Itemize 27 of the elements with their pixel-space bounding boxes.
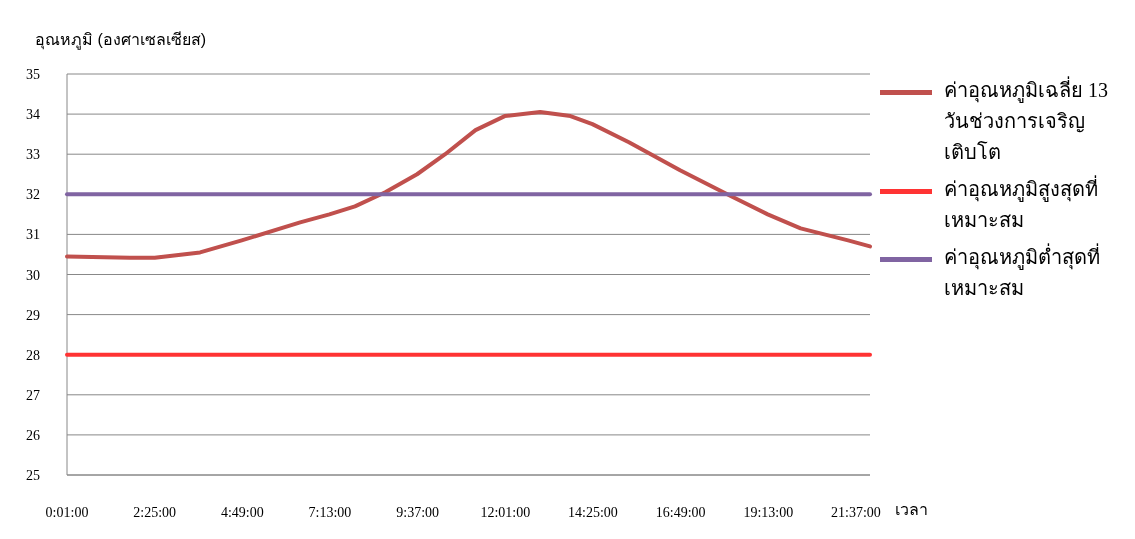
y-tick-label: 29 (26, 307, 40, 323)
x-axis-title: เวลา (895, 501, 928, 518)
x-tick-label: 7:13:00 (308, 505, 352, 520)
x-tick-label: 19:13:00 (743, 505, 794, 520)
x-tick-label: 14:25:00 (568, 505, 618, 520)
x-tick-label: 21:37:00 (831, 505, 881, 520)
y-axis-title: อุณหภูมิ (องศาเซลเซียส) (35, 31, 207, 50)
y-tick-label: 28 (26, 347, 40, 363)
y-tick-label: 31 (26, 227, 40, 243)
x-tick-label: 0:01:00 (45, 505, 89, 520)
x-tick-label: 2:25:00 (133, 505, 177, 520)
legend-label: ค่าอุณหภูมิเฉลี่ย 13 วันช่วงการเจริญเติบโต (944, 75, 1109, 165)
legend-label: ค่าอุณหภูมิต่ำสุดที่เหมาะสม (944, 242, 1101, 301)
y-tick-label: 33 (26, 147, 40, 163)
y-tick-label: 26 (26, 427, 40, 443)
x-tick-label: 9:37:00 (396, 505, 440, 520)
x-tick-label: 16:49:00 (655, 505, 706, 520)
x-tick-label: 12:01:00 (480, 505, 531, 520)
y-tick-label: 34 (26, 107, 40, 123)
x-tick-label: 4:49:00 (220, 505, 264, 520)
line-series (65, 110, 872, 260)
y-tick-label: 25 (26, 468, 40, 483)
y-tick-label: 27 (26, 387, 40, 403)
y-tick-label: 30 (26, 267, 40, 283)
y-tick-label: 32 (26, 187, 40, 203)
y-tick-label: 35 (26, 67, 40, 82)
legend-label: ค่าอุณหภูมิสูงสุดที่เหมาะสม (944, 174, 1099, 233)
